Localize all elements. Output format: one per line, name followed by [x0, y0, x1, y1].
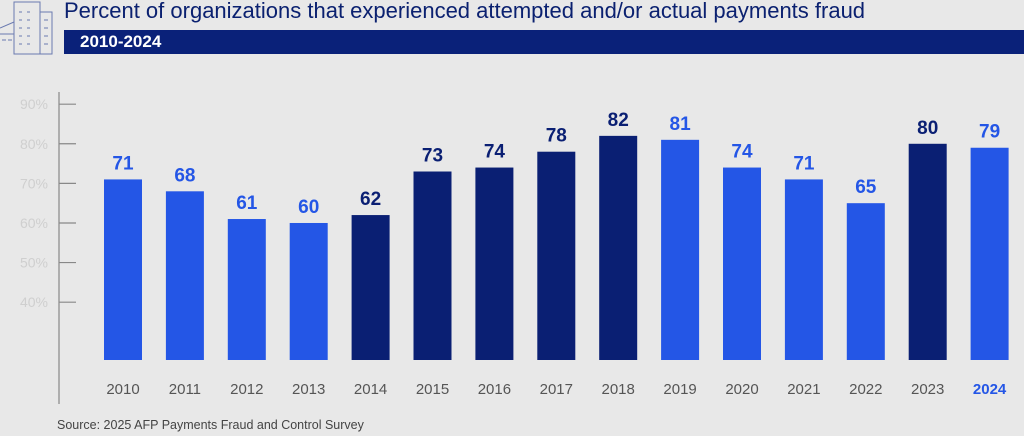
bar-2017	[537, 151, 576, 360]
value-label-2024: 79	[979, 122, 1000, 143]
x-tick-label-2022: 2022	[849, 381, 882, 398]
value-label-2016: 74	[484, 142, 506, 163]
x-tick-label-2012: 2012	[230, 381, 263, 398]
x-tick-label-2011: 2011	[169, 381, 201, 398]
bar-2011	[165, 191, 204, 360]
bar-2024	[970, 147, 1009, 360]
chart-subtitle: 2010-2024	[80, 32, 162, 51]
value-label-2012: 61	[236, 193, 258, 214]
bar-2023	[908, 143, 947, 360]
chart-title: Percent of organizations that experience…	[64, 0, 866, 23]
y-tick-label: 80%	[20, 136, 48, 152]
x-tick-label-2023: 2023	[911, 381, 944, 398]
value-label-2019: 81	[670, 114, 692, 135]
x-tick-label-2019: 2019	[663, 381, 696, 398]
value-label-2021: 71	[793, 153, 815, 174]
bar-2019	[661, 139, 700, 360]
x-tick-label-2017: 2017	[540, 381, 573, 398]
source-note: Source: 2025 AFP Payments Fraud and Cont…	[57, 418, 364, 432]
x-tick-label-2014: 2014	[354, 381, 387, 398]
value-label-2020: 74	[731, 142, 753, 163]
x-tick-label-2024: 2024	[973, 381, 1007, 398]
y-tick-label: 90%	[20, 96, 48, 112]
y-tick-label: 50%	[20, 255, 48, 271]
value-label-2014: 62	[360, 189, 381, 210]
x-tick-label-2020: 2020	[725, 381, 758, 398]
subtitle-band: 2010-2024	[64, 30, 1024, 54]
bar-2016	[475, 167, 514, 360]
x-tick-label-2016: 2016	[478, 381, 511, 398]
bar-2013	[289, 222, 328, 360]
x-tick-label-2010: 2010	[106, 381, 139, 398]
value-label-2022: 65	[855, 177, 877, 198]
value-label-2011: 68	[174, 165, 195, 186]
bar-2022	[846, 203, 885, 360]
value-label-2017: 78	[546, 126, 567, 147]
x-tick-label-2021: 2021	[787, 381, 820, 398]
bar-2018	[599, 135, 638, 360]
value-label-2013: 60	[298, 197, 319, 218]
value-label-2018: 82	[608, 110, 629, 131]
y-tick-label: 40%	[20, 294, 48, 310]
bar-2015	[413, 171, 452, 360]
value-label-2023: 80	[917, 118, 938, 139]
x-tick-label-2015: 2015	[416, 381, 449, 398]
x-tick-label-2013: 2013	[292, 381, 325, 398]
value-label-2015: 73	[422, 146, 443, 167]
bar-2014	[351, 215, 390, 360]
bar-2012	[227, 219, 266, 360]
y-tick-label: 60%	[20, 215, 48, 231]
value-label-2010: 71	[112, 153, 134, 174]
y-tick-label: 70%	[20, 175, 48, 191]
bar-2010	[104, 179, 142, 360]
bar-2021	[784, 179, 823, 360]
bar-2020	[723, 167, 761, 360]
x-tick-label-2018: 2018	[602, 381, 635, 398]
